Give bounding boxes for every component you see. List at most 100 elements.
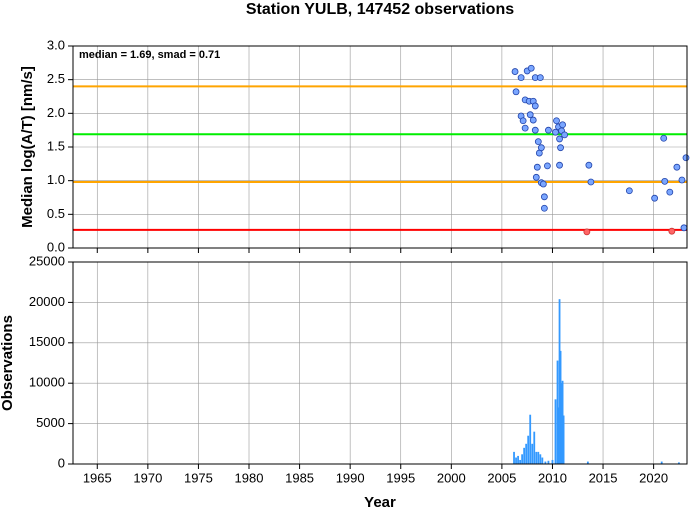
point xyxy=(625,187,633,195)
point xyxy=(531,126,539,134)
point xyxy=(529,116,537,124)
bar xyxy=(561,380,564,464)
bar xyxy=(551,459,554,464)
bar xyxy=(517,455,519,464)
bar xyxy=(547,460,550,464)
x-tick-label: 1970 xyxy=(133,470,162,485)
chart-title: Station YULB, 147452 observations xyxy=(246,1,514,18)
bar xyxy=(525,443,528,464)
point xyxy=(517,74,525,82)
x-tick-label: 2005 xyxy=(487,470,516,485)
bar xyxy=(539,454,542,464)
point xyxy=(668,227,676,235)
y-tick-label: 2.5 xyxy=(47,71,65,86)
point xyxy=(561,131,569,139)
x-tick-label: 1995 xyxy=(386,470,415,485)
bar xyxy=(558,299,561,464)
bar xyxy=(515,457,517,464)
x-tick-label: 1990 xyxy=(336,470,365,485)
point xyxy=(673,163,681,171)
y-tick-label: 5000 xyxy=(36,415,65,430)
point xyxy=(661,177,669,185)
bar xyxy=(529,414,532,464)
point xyxy=(512,88,520,96)
point xyxy=(556,135,563,143)
bar xyxy=(521,454,524,464)
x-tick-label: 1975 xyxy=(184,470,213,485)
bar xyxy=(527,435,530,464)
x-tick-label: 1980 xyxy=(235,470,264,485)
bar xyxy=(554,399,557,464)
bar xyxy=(678,462,680,464)
y-tick-label: 1.5 xyxy=(47,138,65,153)
bar xyxy=(562,415,565,464)
x-tick-label: 1985 xyxy=(285,470,314,485)
point xyxy=(680,224,688,232)
bar xyxy=(586,461,589,464)
x-tick-label: 2015 xyxy=(589,470,618,485)
point xyxy=(557,144,564,152)
point xyxy=(521,124,529,132)
bar xyxy=(519,459,521,464)
point xyxy=(540,204,548,212)
point xyxy=(660,134,668,142)
bar xyxy=(557,407,560,464)
point xyxy=(536,74,544,82)
plot-frame xyxy=(72,261,688,465)
bar xyxy=(537,451,540,464)
point xyxy=(534,138,542,146)
point xyxy=(540,193,548,201)
x-tick-label: 2020 xyxy=(639,470,668,485)
annotation: median = 1.69, smad = 0.71 xyxy=(79,49,220,61)
point xyxy=(682,154,690,162)
bar xyxy=(560,383,563,464)
y-tick-label: 1.0 xyxy=(47,172,65,187)
point xyxy=(511,68,519,75)
point xyxy=(559,121,566,129)
x-tick-label: 1965 xyxy=(83,470,112,485)
bar xyxy=(513,451,515,464)
point xyxy=(533,163,541,171)
point xyxy=(583,228,591,236)
bar xyxy=(541,457,544,464)
x-axis-label: Year xyxy=(364,494,396,511)
point xyxy=(532,173,540,181)
point xyxy=(552,128,559,136)
point xyxy=(553,117,560,125)
bar xyxy=(559,350,562,464)
y-tick-label: 0.0 xyxy=(47,239,65,254)
point xyxy=(519,117,527,125)
bar xyxy=(523,447,526,464)
point xyxy=(678,176,686,184)
y-tick-label: 20000 xyxy=(29,294,65,309)
bar xyxy=(533,431,536,464)
bar xyxy=(531,443,534,464)
point xyxy=(556,161,563,169)
y-tick-label: 10000 xyxy=(29,375,65,390)
bar xyxy=(660,461,663,464)
y-tick-label: 0 xyxy=(58,455,65,470)
point xyxy=(544,162,551,170)
point xyxy=(587,178,595,186)
y-axis-label: Median log(A/T) [nm/s] xyxy=(19,66,36,228)
y-tick-label: 15000 xyxy=(29,334,65,349)
y-tick-label: 3.0 xyxy=(47,37,65,52)
bar xyxy=(556,360,559,464)
point xyxy=(585,161,593,169)
point xyxy=(539,180,547,188)
plot-frame xyxy=(72,45,688,249)
bar xyxy=(544,461,547,464)
point xyxy=(537,144,545,152)
y-tick-label: 0.5 xyxy=(47,206,65,221)
x-tick-label: 2000 xyxy=(437,470,466,485)
x-tick-label: 2010 xyxy=(538,470,567,485)
point xyxy=(531,102,539,110)
point xyxy=(526,111,534,119)
bar xyxy=(535,451,538,464)
y-axis-label: Observations xyxy=(0,315,16,411)
y-tick-label: 25000 xyxy=(29,253,65,268)
y-tick-label: 2.0 xyxy=(47,105,65,120)
point xyxy=(651,194,659,202)
point xyxy=(527,64,535,72)
